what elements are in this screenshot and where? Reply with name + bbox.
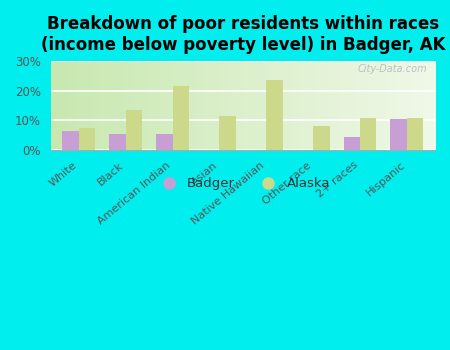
Bar: [266, 80, 283, 150]
Bar: [172, 86, 189, 150]
Bar: [63, 131, 79, 150]
Bar: [109, 134, 126, 150]
Title: Breakdown of poor residents within races
(income below poverty level) in Badger,: Breakdown of poor residents within races…: [40, 15, 445, 54]
Bar: [344, 137, 360, 150]
Bar: [126, 110, 142, 150]
Bar: [313, 126, 329, 150]
Bar: [360, 118, 376, 150]
Bar: [79, 128, 95, 150]
Legend: Badger, Alaska: Badger, Alaska: [150, 172, 335, 196]
Bar: [407, 118, 423, 150]
Text: City-Data.com: City-Data.com: [358, 64, 427, 74]
Bar: [156, 134, 172, 150]
Bar: [220, 116, 236, 150]
Bar: [391, 119, 407, 150]
